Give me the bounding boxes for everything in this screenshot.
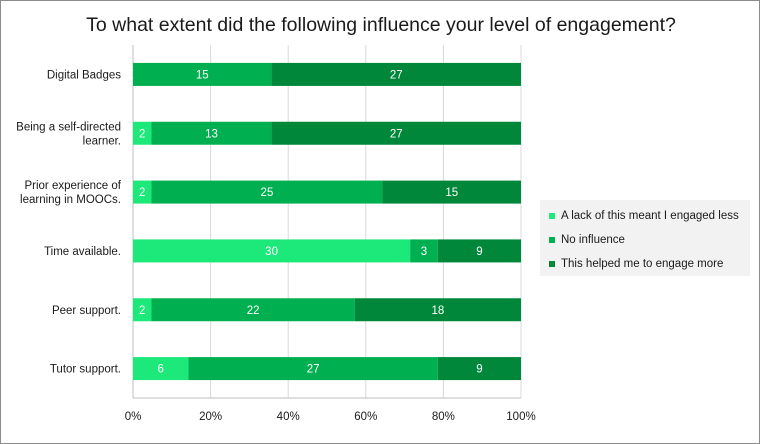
data-label: 18 bbox=[431, 305, 444, 317]
axes bbox=[132, 45, 521, 399]
bar-segment bbox=[354, 298, 521, 322]
bar-segment bbox=[271, 121, 521, 145]
x-tick-labels: 0% 20% 40% 60% 80% 100% bbox=[125, 411, 536, 423]
bar-segment bbox=[437, 357, 521, 381]
legend-swatch bbox=[549, 213, 555, 219]
data-label: 9 bbox=[476, 364, 482, 376]
category-label: Prior experience of learning in MOOCs. bbox=[20, 180, 122, 206]
legend-label: A lack of this meant I engaged less bbox=[561, 210, 739, 222]
bar-segment bbox=[151, 180, 383, 204]
category-label: Being a self-directed learner. bbox=[16, 121, 121, 147]
bar-segment bbox=[151, 298, 355, 322]
x-tick-label: 20% bbox=[199, 411, 222, 423]
legend-label: No influence bbox=[561, 234, 625, 246]
category-label: Peer support. bbox=[52, 305, 121, 317]
data-label: 30 bbox=[265, 246, 278, 258]
bar-segment bbox=[410, 239, 438, 263]
bar-segment bbox=[133, 357, 189, 381]
data-label: 2 bbox=[139, 187, 145, 199]
data-label: 27 bbox=[307, 364, 320, 376]
bar-segment bbox=[188, 357, 438, 381]
x-tick-label: 80% bbox=[432, 411, 455, 423]
bar-segment bbox=[133, 239, 411, 263]
bars: 0152721327225153039222186279 bbox=[130, 62, 521, 381]
data-label: 2 bbox=[139, 305, 145, 317]
legend-item: This helped me to engage more bbox=[549, 256, 723, 272]
data-label: 25 bbox=[261, 187, 274, 199]
bar-segment bbox=[133, 62, 272, 86]
legend-item: A lack of this meant I engaged less bbox=[549, 208, 739, 224]
data-label: 2 bbox=[139, 128, 145, 140]
gridlines bbox=[132, 45, 522, 398]
data-label: 6 bbox=[158, 364, 164, 376]
data-label: 15 bbox=[445, 187, 458, 199]
legend-label: This helped me to engage more bbox=[561, 258, 724, 270]
bar-segment bbox=[271, 62, 521, 86]
legend: A lack of this meant I engaged less No in… bbox=[540, 200, 750, 276]
chart-title: To what extent did the following influen… bbox=[86, 14, 676, 36]
category-label: Tutor support. bbox=[50, 364, 121, 376]
bar-segment bbox=[151, 121, 272, 145]
x-tick-label: 60% bbox=[354, 411, 377, 423]
bar-segment bbox=[437, 239, 521, 263]
x-tick-label: 40% bbox=[277, 411, 300, 423]
data-label: 15 bbox=[196, 69, 209, 81]
data-label: 9 bbox=[476, 246, 482, 258]
category-label: Digital Badges bbox=[47, 69, 121, 81]
legend-swatch bbox=[549, 261, 555, 267]
data-label: 27 bbox=[390, 69, 403, 81]
data-label: 3 bbox=[421, 246, 427, 258]
bar-segment bbox=[382, 180, 521, 204]
legend-item: No influence bbox=[549, 232, 625, 248]
bar-segment bbox=[133, 298, 152, 322]
category-label: Time available. bbox=[44, 246, 121, 258]
data-label: 13 bbox=[205, 128, 218, 140]
x-tick-label: 0% bbox=[125, 411, 142, 423]
bar-segment bbox=[133, 121, 152, 145]
data-label: 27 bbox=[390, 128, 403, 140]
category-labels: Digital Badges Being a self-directed learn… bbox=[16, 69, 122, 375]
legend-swatch bbox=[549, 237, 555, 243]
x-tick-label: 100% bbox=[506, 411, 535, 423]
data-label: 22 bbox=[247, 305, 260, 317]
bar-segment bbox=[133, 180, 152, 204]
